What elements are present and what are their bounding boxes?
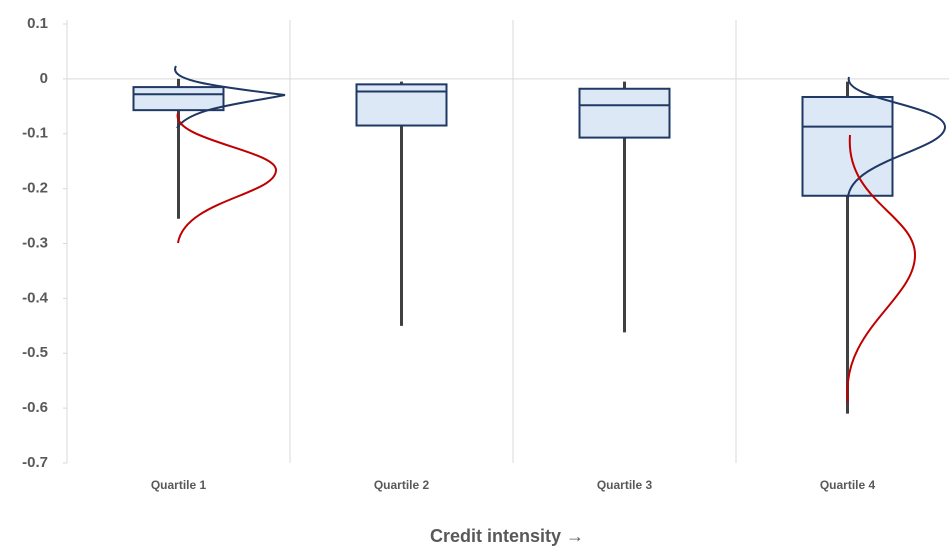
y-tick-label: -0.1 (22, 125, 48, 142)
density-curve (174, 65, 286, 129)
y-tick-label: -0.7 (22, 454, 48, 471)
density-curve (846, 134, 917, 403)
x-axis-title: Credit intensity → (430, 526, 584, 546)
box (132, 86, 225, 112)
x-tick-label: Quartile 1 (151, 478, 207, 492)
density-curve (176, 112, 278, 244)
y-tick-label: -0.6 (22, 399, 48, 416)
density-curves (174, 65, 947, 403)
y-tick-label: 0.1 (27, 15, 48, 32)
x-tick-label: Quartile 4 (820, 478, 876, 492)
y-tick-label: -0.3 (22, 234, 48, 251)
y-tick-label: 0 (40, 70, 48, 87)
density-curve (847, 76, 947, 199)
box (578, 87, 671, 139)
y-tick-label: -0.5 (22, 344, 48, 361)
y-tick-label: -0.2 (22, 180, 48, 197)
y-tick-label: -0.4 (22, 289, 49, 306)
box (801, 95, 894, 197)
x-tick-label: Quartile 3 (597, 478, 653, 492)
x-tick-label: Quartile 2 (374, 478, 430, 492)
